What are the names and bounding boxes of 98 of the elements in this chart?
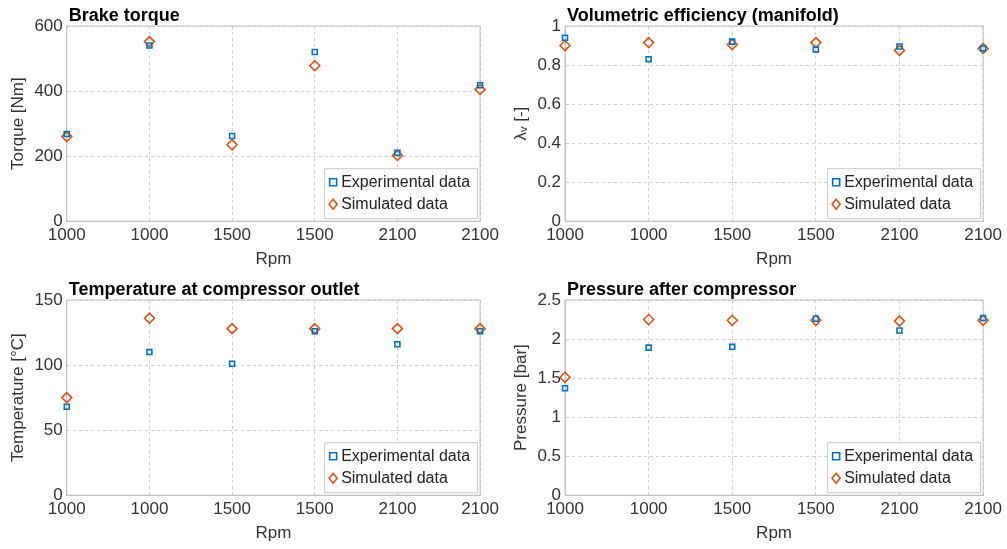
chart-title: Pressure after compressor: [567, 278, 797, 299]
x-tick-label: 2100: [461, 499, 499, 519]
y-axis-title: Torque [Nm]: [7, 77, 27, 170]
point: [476, 81, 484, 89]
point: [391, 149, 404, 162]
x-tick-label: 1000: [629, 499, 668, 519]
point: [63, 403, 71, 410]
point: [143, 312, 156, 325]
x-axis-title: Rpm: [255, 523, 292, 543]
point: [311, 48, 319, 56]
x-axis-title: Rpm: [756, 523, 793, 543]
point: [810, 36, 822, 49]
x-tick-label: 1500: [213, 225, 252, 245]
y-tick-label: 0.8: [537, 54, 562, 74]
point: [228, 132, 236, 140]
x-tick-label: 1500: [213, 499, 252, 519]
x-tick-label: 1000: [47, 499, 86, 519]
point: [977, 314, 989, 327]
x-axis-title: Rpm: [255, 249, 292, 269]
point: [60, 391, 73, 404]
point: [143, 35, 156, 48]
y-axis-title: Pressure [bar]: [510, 344, 530, 451]
point: [645, 55, 652, 63]
y-axis-title: Temperature [°C]: [7, 333, 27, 462]
x-tick-label: 2100: [378, 225, 417, 245]
legend-label: Experimental data: [341, 172, 471, 190]
legend-label: Simulated data: [844, 468, 951, 486]
point: [146, 42, 153, 49]
point: [561, 34, 569, 41]
point: [228, 360, 236, 368]
x-tick-label: 2100: [880, 225, 919, 245]
point: [893, 44, 906, 57]
chart-title: Brake torque: [68, 4, 180, 25]
point: [726, 314, 739, 327]
point: [391, 322, 404, 335]
point: [394, 340, 401, 348]
legend-label: Experimental data: [844, 172, 974, 190]
legend-label: Experimental data: [844, 446, 974, 464]
y-tick-label: 1: [551, 15, 562, 35]
point: [60, 130, 73, 143]
chart-title: Volumetric efficiency (manifold): [567, 4, 839, 25]
y-tick-label: 0.4: [537, 132, 562, 152]
point: [645, 344, 652, 351]
y-tick-label: 1: [551, 406, 562, 426]
y-tick-label: 2: [551, 328, 562, 348]
y-tick-label: 50: [43, 419, 63, 439]
x-tick-label: 1000: [546, 499, 584, 519]
x-tick-label: 1000: [130, 499, 169, 519]
y-tick-label: 2.5: [537, 289, 562, 309]
point: [812, 46, 820, 53]
x-tick-label: 1500: [295, 499, 334, 519]
y-tick-label: 1.5: [537, 367, 562, 387]
point: [642, 313, 655, 326]
point: [896, 43, 903, 50]
point: [308, 59, 321, 72]
x-tick-label: 1500: [796, 225, 835, 245]
y-tick-label: 100: [34, 354, 63, 374]
x-tick-label: 1500: [713, 499, 752, 519]
point: [474, 83, 486, 96]
point: [896, 327, 903, 334]
y-tick-label: 150: [34, 289, 63, 309]
y-tick-label: 400: [34, 80, 63, 100]
x-tick-label: 2100: [378, 499, 417, 519]
point: [146, 348, 153, 356]
point: [559, 39, 571, 52]
x-tick-label: 1500: [295, 225, 334, 245]
x-tick-label: 1000: [629, 225, 668, 245]
legend-label: Simulated data: [844, 194, 951, 212]
y-tick-label: 0.6: [537, 93, 562, 113]
point: [474, 322, 486, 335]
point: [226, 322, 238, 335]
x-tick-label: 2100: [964, 225, 1002, 245]
point: [642, 36, 655, 49]
x-axis-title: Rpm: [756, 249, 793, 269]
point: [728, 343, 736, 351]
y-tick-label: 200: [34, 145, 63, 165]
point: [226, 138, 238, 151]
x-tick-label: 1500: [796, 499, 835, 519]
point: [893, 315, 906, 327]
y-tick-label: 600: [34, 15, 63, 35]
chart-title: Temperature at compressor outlet: [68, 278, 360, 299]
x-tick-label: 2100: [964, 499, 1002, 519]
legend-label: Simulated data: [341, 194, 448, 212]
point: [308, 322, 321, 335]
x-tick-label: 2100: [880, 499, 919, 519]
legend-label: Simulated data: [341, 468, 448, 486]
legend-label: Experimental data: [341, 446, 471, 464]
x-tick-label: 1500: [713, 225, 752, 245]
point: [561, 384, 569, 392]
point: [810, 314, 822, 327]
x-tick-label: 1000: [47, 225, 86, 245]
x-tick-label: 1000: [130, 225, 169, 245]
x-tick-label: 1000: [546, 225, 584, 245]
y-tick-label: 0.2: [537, 171, 562, 191]
y-axis-title: λᵥ [-]: [510, 106, 530, 141]
point: [726, 38, 739, 51]
y-tick-label: 0.5: [537, 445, 562, 465]
x-tick-label: 2100: [461, 225, 499, 245]
